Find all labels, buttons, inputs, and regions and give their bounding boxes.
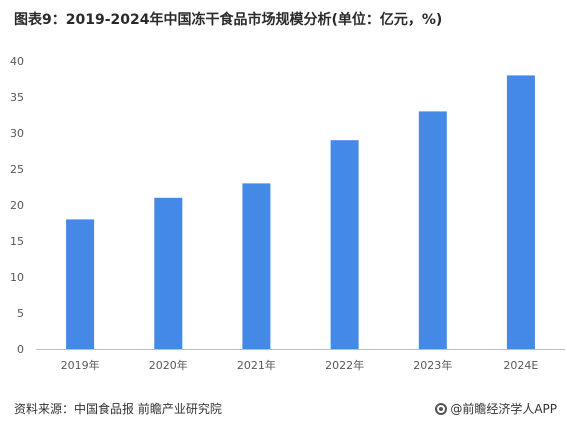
y-axis: 0 5 10 15 20 25 30 35 40 bbox=[10, 55, 24, 356]
x-tick-label: 2020年 bbox=[149, 358, 188, 372]
bar-2020年 bbox=[154, 197, 183, 349]
y-tick-label: 5 bbox=[17, 307, 24, 320]
y-tick-label: 30 bbox=[10, 127, 24, 140]
bar-2023年 bbox=[418, 111, 447, 350]
x-tick-label: 2022年 bbox=[325, 358, 364, 372]
footer: 资料来源：中国食品报 前瞻产业研究院 @前瞻经济学人APP bbox=[14, 400, 557, 418]
x-axis: 2019年 2020年 2021年 2022年 2023年 2024E bbox=[61, 358, 539, 372]
bar-2022年 bbox=[330, 140, 359, 349]
y-tick-label: 0 bbox=[17, 343, 24, 356]
brand-credit: @前瞻经济学人APP bbox=[435, 400, 557, 417]
y-tick-label: 35 bbox=[10, 91, 24, 104]
x-tick-label: 2019年 bbox=[61, 358, 100, 372]
y-tick-label: 40 bbox=[10, 55, 24, 68]
y-tick-label: 20 bbox=[10, 199, 24, 212]
bar-series bbox=[66, 75, 535, 350]
x-tick-label: 2024E bbox=[503, 359, 538, 372]
y-tick-label: 15 bbox=[10, 235, 24, 248]
x-tick-label: 2021年 bbox=[237, 358, 276, 372]
y-tick-label: 25 bbox=[10, 163, 24, 176]
y-tick-label: 10 bbox=[10, 271, 24, 284]
source-note: 资料来源：中国食品报 前瞻产业研究院 bbox=[14, 402, 222, 416]
bar-2019年 bbox=[66, 219, 95, 349]
chart-title: 图表9：2019-2024年中国冻干食品市场规模分析(单位：亿元，%) bbox=[14, 12, 443, 28]
brand-logo-icon bbox=[435, 402, 448, 415]
bar-2024E bbox=[506, 75, 535, 350]
bar-2021年 bbox=[242, 183, 271, 349]
brand-label: @前瞻经济学人APP bbox=[450, 402, 557, 416]
x-tick-label: 2023年 bbox=[413, 358, 452, 372]
